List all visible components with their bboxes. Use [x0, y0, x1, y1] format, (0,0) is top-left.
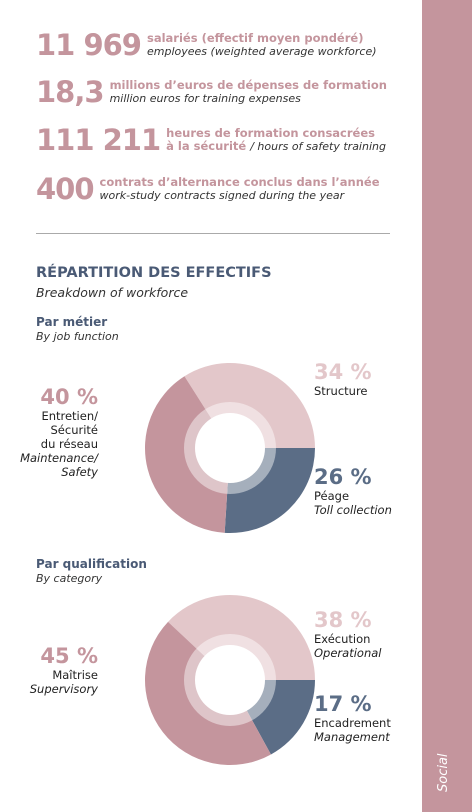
category-label: Entretien/ Sécurité du réseau — [40, 409, 98, 451]
donut-segment — [168, 594, 315, 680]
chart-subtitle: By job function — [36, 330, 119, 343]
category-label-en: Operational — [314, 646, 382, 660]
category-label-en: Supervisory — [29, 682, 98, 696]
donut-segment — [246, 680, 316, 755]
segment-label: 45 % Maîtrise Supervisory — [30, 644, 98, 696]
category-label: Exécution — [314, 632, 371, 646]
donut-segment — [224, 448, 315, 533]
category-label: Structure — [314, 384, 368, 398]
segment-label: 26 % Péage Toll collection — [314, 465, 392, 517]
stat-label: heures de formation consacrées à la sécu… — [166, 126, 375, 153]
section-title: RÉPARTITION DES EFFECTIFS — [36, 265, 272, 281]
category-label: Péage — [314, 489, 350, 503]
value-label: 40 % — [40, 385, 98, 409]
donut-ring — [184, 402, 276, 494]
stat-row: 11 969 salariés (effectif moyen pondéré) e… — [36, 30, 377, 60]
segment-label: 34 % Structure — [314, 360, 372, 398]
chart-title: Par métier — [36, 315, 108, 329]
separator — [36, 233, 390, 234]
stat-number: 400 — [36, 172, 95, 206]
section-subtitle: Breakdown of workforce — [36, 285, 189, 300]
category-label-en: Management — [314, 730, 390, 744]
stat-label-en: / hours of safety training — [250, 140, 386, 153]
segment-label: 17 % Encadrement Management — [314, 692, 391, 744]
stat-row: 111 211 heures de formation consacrées à … — [36, 125, 386, 155]
value-label: 17 % — [314, 692, 372, 716]
chart-title: Par qualification — [36, 557, 147, 571]
value-label: 34 % — [314, 360, 372, 384]
donut-segment — [145, 376, 228, 533]
stat-label: contrats d’alternance conclus dans l’ann… — [99, 175, 380, 189]
stat-text: heures de formation consacrées à la sécu… — [166, 125, 386, 154]
stat-text: salariés (effectif moyen pondéré) employe… — [147, 30, 377, 59]
stat-number: 11 969 — [36, 28, 142, 62]
value-label: 26 % — [314, 465, 372, 489]
stat-label-en: work-study contracts signed during the y… — [99, 189, 345, 202]
donut-hole — [195, 413, 265, 483]
stat-row: 18,3 millions d’euros de dépenses de form… — [36, 77, 387, 107]
value-label: 45 % — [40, 644, 98, 668]
stat-label: millions d’euros de dépenses de formatio… — [109, 78, 387, 92]
value-label: 38 % — [314, 608, 372, 632]
category-label: Maîtrise — [52, 668, 98, 682]
category-label-en: Maintenance/ Safety — [20, 451, 98, 479]
stat-text: millions d’euros de dépenses de formatio… — [109, 77, 387, 106]
stat-number: 111 211 — [36, 123, 161, 157]
donut-hole — [195, 645, 265, 715]
segment-label: 38 % Exécution Operational — [314, 608, 381, 660]
donut-segment — [144, 621, 271, 766]
segment-label: 40 % Entretien/ Sécurité du réseau Mainten… — [20, 385, 98, 479]
stat-label: salariés (effectif moyen pondéré) — [147, 31, 364, 45]
sidebar-label: Social — [436, 753, 451, 792]
stat-row: 400 contrats d’alternance conclus dans l’… — [36, 174, 380, 204]
category-label-en: Toll collection — [314, 503, 392, 517]
category-label: Encadrement — [314, 716, 391, 730]
stat-label-en: employees (weighted average workforce) — [147, 45, 377, 58]
stat-number: 18,3 — [36, 75, 105, 109]
stat-text: contrats d’alternance conclus dans l’ann… — [99, 174, 380, 203]
donut-ring — [184, 634, 276, 726]
chart-subtitle: By category — [36, 572, 103, 585]
donut-segment — [184, 363, 315, 448]
sidebar — [422, 0, 472, 812]
stat-label-en: million euros for training expenses — [109, 92, 301, 105]
